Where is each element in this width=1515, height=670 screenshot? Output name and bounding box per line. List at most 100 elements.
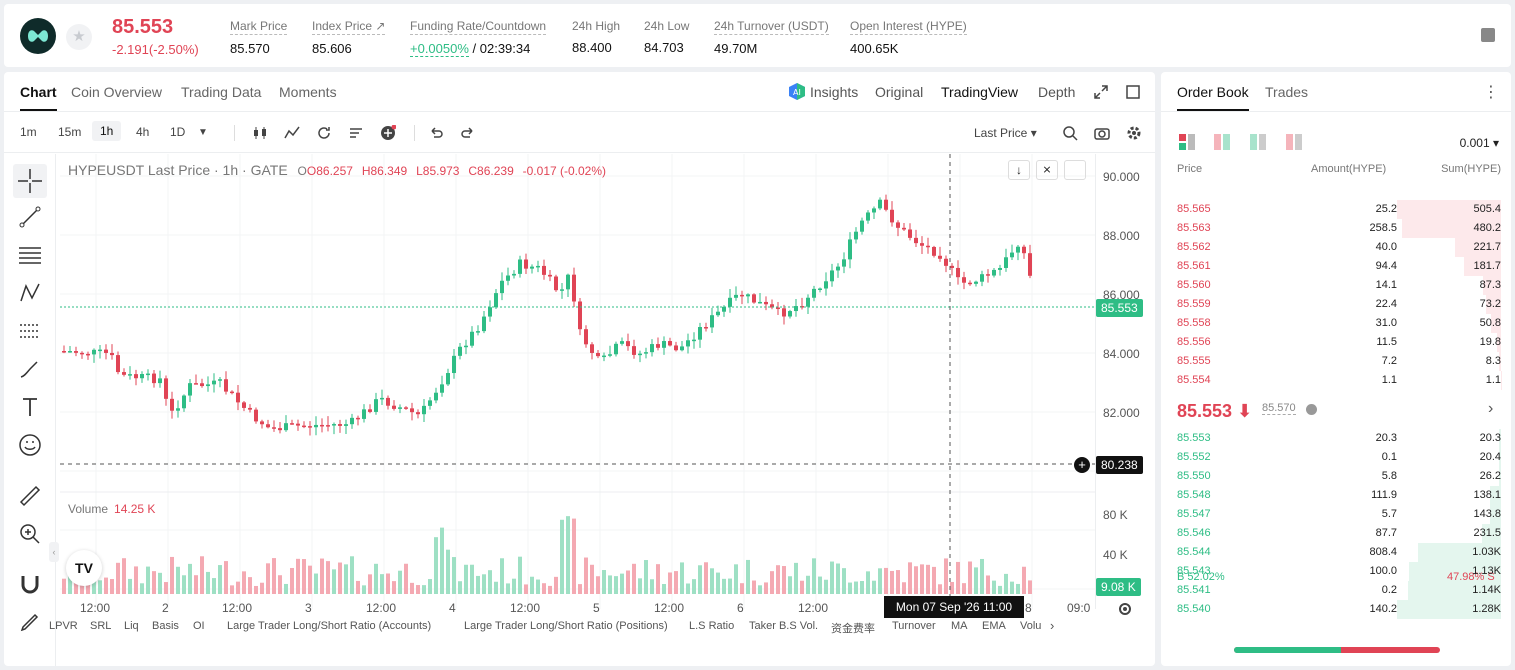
tab-coin-overview[interactable]: Coin Overview — [71, 84, 163, 100]
ask-row[interactable]: 85.559 22.4 73.2 — [1173, 295, 1501, 314]
fit-screen-icon[interactable] — [1064, 160, 1086, 180]
ask-row[interactable]: 85.561 94.4 181.7 — [1173, 257, 1501, 276]
redo-icon[interactable] — [460, 125, 476, 141]
view-bids-icon[interactable] — [1250, 134, 1266, 150]
tab-insights[interactable]: Insights — [810, 84, 859, 100]
book-icon[interactable] — [1481, 28, 1495, 42]
prediction-tool-icon[interactable] — [18, 319, 42, 343]
view-alt-icon[interactable] — [1214, 134, 1230, 150]
indicator-volume[interactable]: Volu — [1020, 620, 1042, 632]
stat-index-price[interactable]: Index Price ↗ 85.606 — [312, 19, 386, 56]
zoom-in-icon[interactable] — [18, 522, 42, 546]
indicator-ls-positions[interactable]: Large Trader Long/Short Ratio (Positions… — [464, 620, 668, 632]
ask-row[interactable]: 85.565 25.2 505.4 — [1173, 200, 1501, 219]
add-study-icon[interactable] — [380, 125, 396, 141]
row-price: 85.548 — [1177, 489, 1211, 501]
indicator-srl[interactable]: SRL — [90, 620, 112, 632]
indicator-ls-accounts[interactable]: Large Trader Long/Short Ratio (Accounts) — [227, 620, 432, 632]
bid-row[interactable]: 85.553 20.3 20.3 — [1173, 429, 1501, 448]
emoji-tool-icon[interactable] — [18, 433, 42, 457]
bid-row[interactable]: 85.544 808.4 1.03K — [1173, 543, 1501, 562]
ask-row[interactable]: 85.558 31.0 50.8 — [1173, 314, 1501, 333]
indicator-taker-vol[interactable]: Taker B.S Vol. — [749, 620, 819, 632]
ruler-tool-icon[interactable] — [18, 484, 42, 508]
tab-original[interactable]: Original — [875, 84, 924, 100]
tab-trades[interactable]: Trades — [1265, 84, 1309, 100]
search-icon[interactable] — [1062, 125, 1078, 141]
tab-tradingview[interactable]: TradingView — [941, 84, 1019, 100]
tab-chart[interactable]: Chart — [20, 84, 57, 111]
settings-gear-icon[interactable] — [1126, 125, 1142, 141]
tab-depth[interactable]: Depth — [1038, 84, 1076, 100]
ask-row[interactable]: 85.555 7.2 8.3 — [1173, 352, 1501, 371]
tab-order-book[interactable]: Order Book — [1177, 84, 1249, 111]
window-icon[interactable] — [1126, 85, 1140, 99]
bid-row[interactable]: 85.547 5.7 143.8 — [1173, 505, 1501, 524]
undo-icon[interactable] — [428, 125, 444, 141]
candle-type-icon[interactable] — [252, 125, 268, 141]
scroll-down-icon[interactable]: ↓ — [1008, 160, 1030, 180]
price-change: -2.191(-2.50%) — [112, 42, 199, 57]
bid-row[interactable]: 85.548 111.9 138.1 — [1173, 486, 1501, 505]
bid-row[interactable]: 85.541 0.2 1.14K — [1173, 581, 1501, 600]
bid-row[interactable]: 85.550 5.8 26.2 — [1173, 467, 1501, 486]
funding-rate-value: +0.0050% — [410, 41, 469, 57]
tab-moments[interactable]: Moments — [279, 84, 337, 100]
indicator-oi[interactable]: OI — [193, 620, 205, 632]
indicator-turnover[interactable]: Turnover — [892, 620, 936, 632]
chevron-right-icon[interactable]: › — [1050, 618, 1055, 633]
tradingview-logo-icon[interactable]: TV — [66, 550, 102, 586]
bid-row[interactable]: 85.543 100.0 1.13K — [1173, 562, 1501, 581]
price-axis[interactable] — [1095, 154, 1155, 609]
indicator-lpvr[interactable]: LPVR — [49, 620, 78, 632]
view-both-icon[interactable] — [1179, 134, 1195, 150]
crosshair-tool-icon[interactable] — [13, 164, 47, 198]
brush-tool-icon[interactable] — [18, 357, 42, 381]
collapse-icon[interactable]: ⨯ — [1036, 160, 1058, 180]
camera-icon[interactable] — [1094, 125, 1110, 141]
ask-row[interactable]: 85.554 1.1 1.1 — [1173, 371, 1501, 390]
timeframe-15m[interactable]: 15m — [58, 125, 82, 139]
trendline-tool-icon[interactable] — [18, 205, 42, 229]
ask-row[interactable]: 85.556 11.5 19.8 — [1173, 333, 1501, 352]
replay-icon[interactable] — [316, 125, 332, 141]
add-alert-icon[interactable]: + — [1074, 457, 1090, 473]
pencil-lock-icon[interactable] — [18, 610, 42, 634]
timeframe-dropdown-icon[interactable]: ▼ — [198, 127, 208, 138]
bid-row[interactable]: 85.552 0.1 20.4 — [1173, 448, 1501, 467]
indicator-liq[interactable]: Liq — [124, 620, 139, 632]
view-asks-icon[interactable] — [1286, 134, 1302, 150]
ask-row[interactable]: 85.560 14.1 87.3 — [1173, 276, 1501, 295]
indicator-ema[interactable]: EMA — [982, 620, 1006, 632]
tab-trading-data[interactable]: Trading Data — [181, 84, 262, 100]
indicator-basis[interactable]: Basis — [152, 620, 179, 632]
more-menu-icon[interactable]: ⋮ — [1483, 84, 1499, 101]
pattern-tool-icon[interactable] — [18, 281, 42, 305]
bid-row[interactable]: 85.540 140.2 1.28K — [1173, 600, 1501, 619]
timeframe-1h[interactable]: 1h — [92, 121, 122, 141]
templates-icon[interactable] — [348, 125, 364, 141]
candlestick-chart[interactable] — [60, 154, 1095, 609]
price-source-select[interactable]: Last Price ▾ — [974, 126, 1037, 140]
indicator-funding-rate[interactable]: 资金费率 — [831, 623, 875, 635]
favorite-star-icon[interactable]: ★ — [66, 24, 92, 50]
timeframe-4h[interactable]: 4h — [136, 125, 150, 139]
magnet-icon[interactable] — [18, 572, 42, 596]
expand-icon[interactable] — [1094, 85, 1108, 99]
axis-settings-icon[interactable] — [1117, 601, 1133, 617]
ask-row[interactable]: 85.563 258.5 480.2 — [1173, 219, 1501, 238]
timeframe-1d[interactable]: 1D — [170, 125, 186, 139]
depth-bar — [1496, 333, 1501, 352]
precision-select[interactable]: 0.001 ▾ — [1459, 136, 1499, 150]
indicators-icon[interactable] — [284, 125, 300, 141]
text-tool-icon[interactable] — [18, 395, 42, 419]
collapse-toolbar-icon[interactable]: ‹ — [49, 542, 59, 562]
indicator-ls-ratio[interactable]: L.S Ratio — [689, 620, 735, 632]
ask-row[interactable]: 85.562 40.0 221.7 — [1173, 238, 1501, 257]
indicator-ma[interactable]: MA — [951, 620, 968, 632]
fib-tool-icon[interactable] — [18, 243, 42, 267]
row-price: 85.558 — [1177, 317, 1211, 329]
bid-row[interactable]: 85.546 87.7 231.5 — [1173, 524, 1501, 543]
timeframe-1m[interactable]: 1m — [20, 125, 37, 139]
chevron-right-icon[interactable]: › — [1488, 400, 1494, 417]
